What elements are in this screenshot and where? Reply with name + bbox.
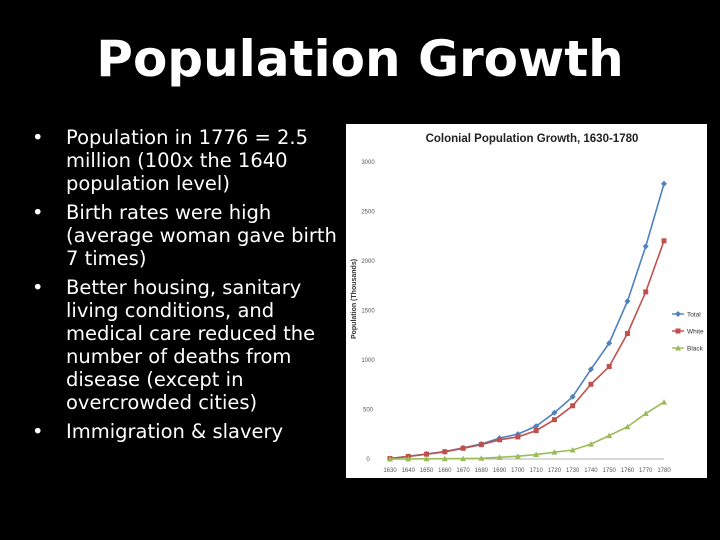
data-point-black bbox=[387, 456, 393, 462]
legend-label-white: White bbox=[687, 329, 704, 336]
x-tick-label: 1780 bbox=[657, 468, 671, 474]
x-tick-label: 1640 bbox=[402, 468, 416, 474]
data-point-white bbox=[588, 381, 594, 387]
data-point-white bbox=[551, 417, 557, 423]
data-point-black bbox=[478, 455, 485, 461]
data-point-white bbox=[424, 451, 430, 457]
x-tick-label: 1680 bbox=[475, 468, 489, 474]
data-point-black bbox=[460, 455, 467, 462]
x-tick-label: 1690 bbox=[493, 468, 507, 474]
x-tick-label: 1720 bbox=[548, 468, 562, 474]
data-point-white bbox=[570, 403, 576, 409]
data-point-white bbox=[515, 434, 521, 440]
x-tick-label: 1760 bbox=[621, 468, 635, 474]
data-point-black bbox=[642, 410, 649, 417]
data-point-white bbox=[643, 289, 649, 295]
bullet-glyph: • bbox=[32, 126, 44, 149]
x-tick-label: 1710 bbox=[529, 468, 543, 474]
data-point-black bbox=[569, 446, 576, 453]
data-point-black bbox=[606, 432, 613, 439]
data-point-total bbox=[533, 423, 540, 430]
data-point-black bbox=[533, 451, 540, 458]
series-line-black bbox=[389, 401, 665, 460]
x-tick-label: 1650 bbox=[420, 468, 434, 474]
legend-marker-white bbox=[675, 328, 681, 334]
chart-title: Colonial Population Growth, 1630-1780 bbox=[426, 133, 639, 145]
bullet-text: Better housing, sanitary living conditio… bbox=[66, 276, 316, 414]
data-point-white bbox=[442, 449, 448, 455]
data-point-black bbox=[551, 449, 558, 455]
x-tick-label: 1730 bbox=[566, 468, 580, 474]
data-point-white bbox=[661, 238, 667, 244]
data-point-total bbox=[606, 340, 613, 347]
data-point-white bbox=[533, 428, 539, 434]
x-tick-label: 1670 bbox=[456, 468, 470, 474]
data-point-total bbox=[624, 298, 631, 305]
bullet-glyph: • bbox=[32, 201, 44, 224]
bullet-glyph: • bbox=[32, 276, 44, 299]
data-point-black bbox=[423, 455, 430, 462]
x-tick-label: 1630 bbox=[383, 468, 397, 474]
bullet-text: Population in 1776 = 2.5 million (100x t… bbox=[66, 126, 308, 195]
data-point-white bbox=[478, 442, 484, 448]
legend-label-black: Black bbox=[687, 346, 704, 353]
population-chart: Colonial Population Growth, 1630-1780 Po… bbox=[351, 133, 704, 474]
series-line-total bbox=[389, 183, 665, 460]
bullet-text: Immigration & slavery bbox=[66, 420, 284, 443]
y-tick-label: 1500 bbox=[361, 309, 375, 315]
legend-label-total: Total bbox=[687, 312, 701, 319]
y-tick-label: 2500 bbox=[361, 210, 375, 216]
x-tick-label: 1770 bbox=[639, 468, 653, 474]
bullet-glyph: • bbox=[32, 420, 44, 443]
y-axis-label: Population (Thousands) bbox=[351, 259, 358, 339]
data-point-white bbox=[624, 330, 630, 336]
y-tick-label: 1000 bbox=[361, 358, 375, 364]
data-point-black bbox=[624, 423, 631, 430]
x-tick-label: 1750 bbox=[603, 468, 617, 474]
bullet-item: • Population in 1776 = 2.5 million (100x … bbox=[30, 126, 350, 195]
series-line-white bbox=[389, 240, 665, 460]
bullet-item: • Better housing, sanitary living conditi… bbox=[30, 276, 350, 414]
bullet-item: • Birth rates were high (average woman ga… bbox=[30, 201, 350, 270]
legend-marker-black bbox=[675, 345, 681, 351]
chart-panel: Colonial Population Growth, 1630-1780 Po… bbox=[346, 124, 707, 478]
data-point-white bbox=[460, 445, 466, 451]
data-point-black bbox=[661, 399, 667, 405]
data-point-total bbox=[551, 409, 558, 416]
slide-title: Population Growth bbox=[96, 30, 624, 88]
data-point-black bbox=[496, 454, 503, 460]
data-point-total bbox=[661, 180, 667, 187]
data-point-black bbox=[441, 455, 448, 462]
data-point-black bbox=[405, 455, 412, 462]
x-tick-label: 1660 bbox=[438, 468, 452, 474]
data-point-black bbox=[587, 441, 594, 447]
data-point-total bbox=[642, 243, 649, 250]
legend-marker-total bbox=[675, 311, 681, 317]
data-point-white bbox=[606, 364, 612, 370]
x-tick-label: 1700 bbox=[511, 468, 525, 474]
y-tick-label: 2000 bbox=[361, 259, 375, 265]
bullet-list: • Population in 1776 = 2.5 million (100x … bbox=[30, 126, 350, 449]
data-point-black bbox=[514, 453, 521, 459]
data-point-white bbox=[497, 437, 503, 443]
bullet-item: • Immigration & slavery bbox=[30, 420, 350, 443]
data-point-total bbox=[587, 366, 594, 373]
y-tick-label: 500 bbox=[363, 408, 374, 414]
y-tick-label: 3000 bbox=[361, 160, 375, 166]
data-point-total bbox=[569, 393, 576, 400]
y-tick-label: 0 bbox=[366, 457, 370, 463]
bullet-text: Birth rates were high (average woman gav… bbox=[66, 201, 337, 270]
x-tick-label: 1740 bbox=[584, 468, 598, 474]
